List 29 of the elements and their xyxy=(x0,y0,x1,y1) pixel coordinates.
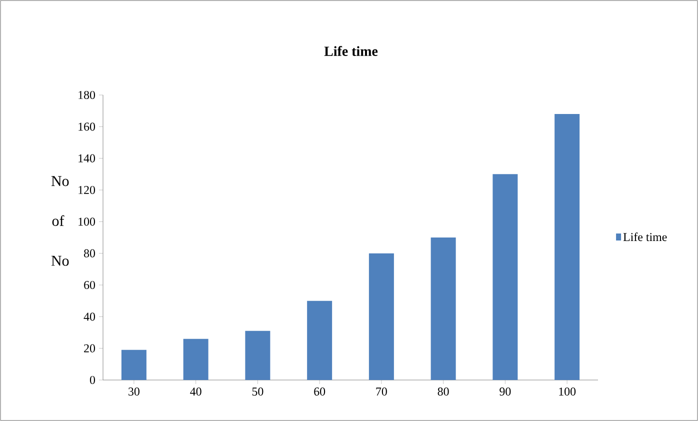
y-tick-label: 60 xyxy=(84,280,96,290)
legend-label: Life time xyxy=(623,232,667,242)
chart-title: Life time xyxy=(324,46,378,56)
bar xyxy=(183,338,208,380)
bar xyxy=(307,300,332,380)
y-tick-label: 160 xyxy=(78,122,96,131)
y-tick-label: 0 xyxy=(90,376,96,384)
x-tick-label: 90 xyxy=(500,388,511,396)
x-tick-label: 60 xyxy=(314,388,326,396)
x-tick-label: 30 xyxy=(128,388,140,396)
text: No of No xyxy=(51,176,69,266)
bar xyxy=(245,330,270,380)
y-tick-label: 140 xyxy=(78,154,96,162)
bar xyxy=(121,350,146,380)
bar xyxy=(430,238,456,380)
bar xyxy=(368,253,394,380)
x-tick-label: 50 xyxy=(252,388,264,396)
y-tick-label: 40 xyxy=(84,312,96,321)
y-tick-label: 180 xyxy=(78,90,96,100)
x-tick-label: 100 xyxy=(559,388,576,396)
y-tick-label: 20 xyxy=(84,344,96,352)
y-tick-label: 80 xyxy=(84,249,96,258)
y-tick-label: 100 xyxy=(78,218,96,226)
y-tick-label: 120 xyxy=(78,186,96,194)
x-tick-label: 70 xyxy=(376,388,387,396)
bar xyxy=(554,114,580,380)
x-tick-label: 40 xyxy=(190,388,202,396)
x-tick-label: 80 xyxy=(438,388,449,396)
bar xyxy=(492,174,518,380)
